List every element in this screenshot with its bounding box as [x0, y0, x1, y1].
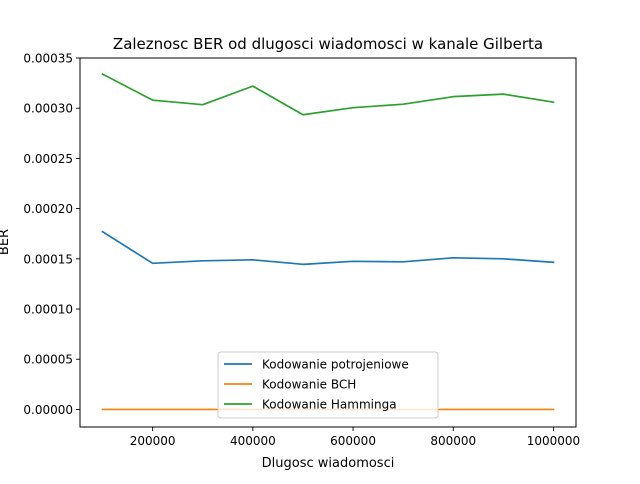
x-tick-label: 600000	[330, 434, 376, 448]
legend-label: Kodowanie Hamminga	[262, 398, 397, 412]
legend: Kodowanie potrojeniowe Kodowanie BCH Kodow…	[217, 351, 439, 419]
y-tick-label: 0.00035	[23, 52, 73, 66]
y-axis: 0.00000 0.00005 0.00010 0.00015 0.00020 0.000…	[23, 52, 80, 417]
plot-frame	[79, 57, 577, 428]
y-tick-label: 0.00000	[23, 403, 73, 417]
series-line-3	[101, 72, 555, 116]
y-axis-label: BER	[0, 229, 12, 255]
x-tick-label: 200000	[130, 434, 176, 448]
x-tick-label: 400000	[230, 434, 276, 448]
series-line-1	[101, 230, 555, 266]
y-tick-label: 0.00020	[23, 202, 73, 216]
legend-label: Kodowanie potrojeniowe	[262, 358, 409, 372]
legend-label: Kodowanie BCH	[262, 378, 356, 392]
y-tick-label: 0.00025	[23, 152, 73, 166]
legend-box	[217, 351, 439, 419]
y-tick-label: 0.00005	[23, 353, 73, 367]
y-tick-label: 0.00015	[23, 252, 73, 266]
x-axis-label: Dlugosc wiadomosci	[262, 456, 395, 471]
y-tick-label: 0.00030	[23, 102, 73, 116]
y-tick-label: 0.00010	[23, 303, 73, 317]
chart-title: Zaleznosc BER od dlugosci wiadomosci w k…	[113, 35, 543, 53]
x-tick-label: 800000	[430, 434, 476, 448]
x-tick-label: 1000000	[527, 434, 580, 448]
x-axis: 200000 400000 600000 800000 1000000	[130, 427, 580, 448]
